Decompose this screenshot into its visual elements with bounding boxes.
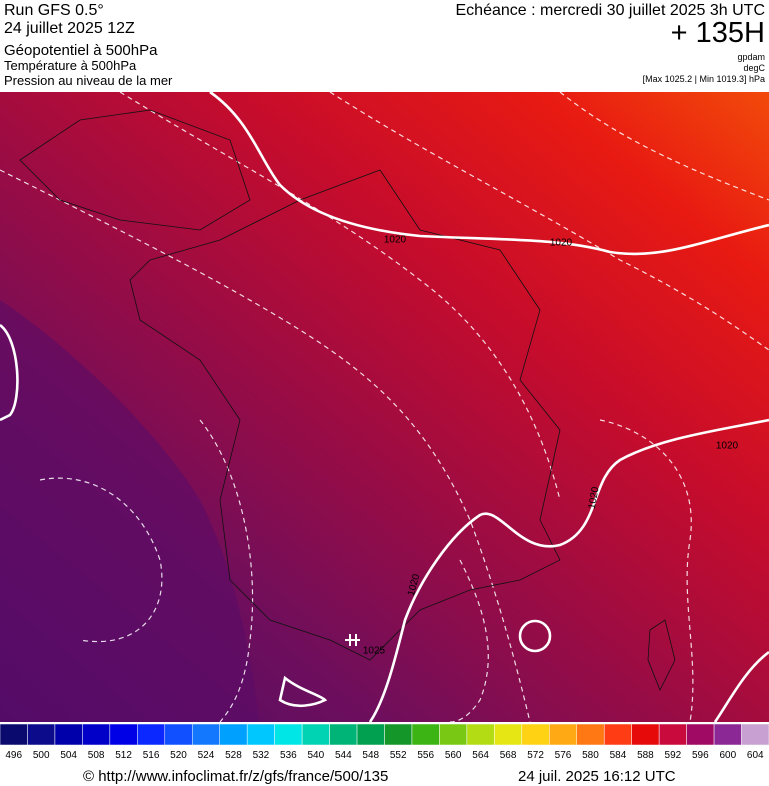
colorbar-cell	[329, 723, 358, 746]
colorbar-cell	[137, 723, 166, 746]
colorbar-cell	[439, 723, 468, 746]
colorbar-label: 580	[582, 750, 599, 761]
unit: gpdam	[737, 52, 765, 62]
isobar-label: 1025	[363, 646, 386, 657]
colorbar-cell	[301, 723, 330, 746]
colorbar-label: 560	[445, 750, 462, 761]
colorbar-cell	[164, 723, 193, 746]
unit: degC	[743, 63, 765, 73]
pressure-range: [Max 1025.2 | Min 1019.3] hPa	[643, 74, 765, 84]
colorbar-cell	[521, 723, 550, 746]
lead-time: + 135H	[671, 17, 765, 49]
colorbar-label: 576	[555, 750, 572, 761]
colorbar-cell	[686, 723, 715, 746]
colorbar-label: 544	[335, 750, 352, 761]
colorbar-label: 504	[60, 750, 77, 761]
colorbar-label: 548	[362, 750, 379, 761]
colorbar-label: 508	[88, 750, 105, 761]
colorbar-cell	[741, 723, 769, 746]
valid-time: Echéance : mercredi 30 juillet 2025 3h U…	[456, 2, 766, 19]
colorbar-label: 556	[417, 750, 434, 761]
colorbar-label: 552	[390, 750, 407, 761]
colorbar-cell	[411, 723, 440, 746]
colorbar-cell	[82, 723, 111, 746]
isobar-label: 1020	[716, 441, 739, 452]
colorbar-label: 496	[5, 750, 22, 761]
colorbar-label: 568	[500, 750, 517, 761]
colorbar-label: 528	[225, 750, 242, 761]
colorbar-cell	[384, 723, 413, 746]
colorbar-label: 512	[115, 750, 132, 761]
colorbar-cell	[0, 723, 28, 746]
colorbar-cell	[246, 723, 275, 746]
colorbar-cell	[494, 723, 523, 746]
colorbar-cell	[192, 723, 220, 746]
colorbar-label: 588	[637, 750, 654, 761]
run-date: 24 juillet 2025 12Z	[4, 20, 135, 37]
isobar-label: 1020	[587, 486, 602, 510]
isotherms	[0, 91, 769, 723]
isobars	[0, 90, 769, 723]
colorbar-cell	[713, 723, 742, 746]
isobar-label: 1020	[384, 235, 407, 246]
colorbar-label: 536	[280, 750, 297, 761]
colorbar-label: 520	[170, 750, 187, 761]
colorbar-label: 532	[253, 750, 270, 761]
colorbar-cell	[219, 723, 248, 746]
colorbar-label: 596	[692, 750, 709, 761]
timestamp: 24 juil. 2025 16:12 UTC	[518, 768, 676, 785]
colorbar-cell	[631, 723, 660, 746]
colorbar-cell	[603, 723, 632, 746]
cold-region	[0, 300, 260, 722]
footer: © http://www.infoclimat.fr/z/gfs/france/…	[83, 768, 676, 785]
field-2: Température à 500hPa	[4, 58, 137, 73]
isobar-label: 1020	[550, 238, 573, 249]
colorbar-cell	[109, 723, 138, 746]
colorbar-cell	[274, 723, 303, 746]
colorbar-label: 592	[665, 750, 682, 761]
colorbar-label: 564	[472, 750, 489, 761]
colorbar-label: 516	[143, 750, 160, 761]
header: Run GFS 0.5° 24 juillet 2025 12Z Géopote…	[4, 2, 766, 88]
colorbar-cell	[658, 723, 687, 746]
colorbar-label: 604	[747, 750, 764, 761]
colorbar-label: 600	[719, 750, 736, 761]
colorbar-label: 540	[307, 750, 324, 761]
colorbar-cell	[356, 723, 385, 746]
colorbar-cell	[27, 723, 56, 746]
colorbar-label: 572	[527, 750, 544, 761]
colorbar-label: 500	[33, 750, 50, 761]
colorbar: 496 500 504 508 512 516 520 524 528 532 536 540 544 5…	[0, 723, 769, 761]
field-3: Pression au niveau de la mer	[4, 73, 173, 88]
colorbar-cell	[549, 723, 577, 746]
source-url: © http://www.infoclimat.fr/z/gfs/france/…	[83, 768, 388, 785]
colorbar-label: 524	[198, 750, 215, 761]
colorbar-cell	[466, 723, 495, 746]
colorbar-label: 584	[610, 750, 627, 761]
run-title: Run GFS 0.5°	[4, 2, 104, 19]
borders	[19, 109, 676, 691]
colorbar-cell	[54, 723, 83, 746]
field-1: Géopotentiel à 500hPa	[4, 42, 158, 59]
colorbar-cell	[576, 723, 605, 746]
